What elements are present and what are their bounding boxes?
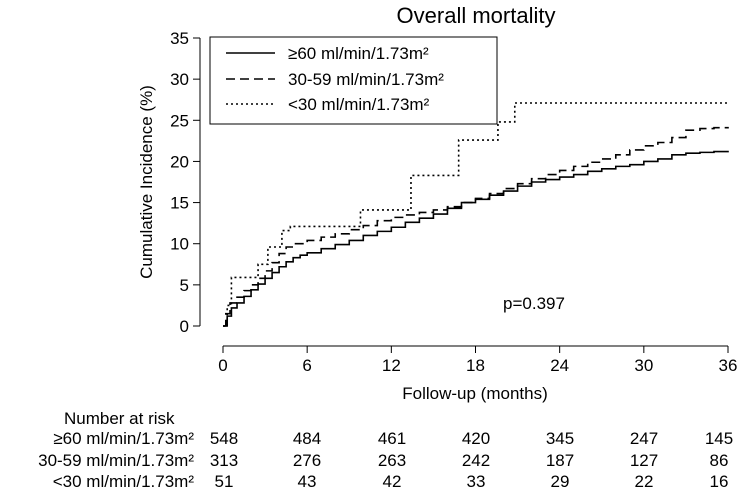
legend: ≥60 ml/min/1.73m² 30-59 ml/min/1.73m² <3… [209,36,498,125]
risk-value: 22 [634,472,654,491]
y-tick-label: 25 [170,111,189,130]
y-tick-label: 15 [170,194,189,213]
risk-value: 145 [704,429,734,448]
y-tick-label: 35 [170,29,189,48]
x-tick-label: 18 [466,356,485,375]
x-tick-label: 36 [719,356,738,375]
risk-value: 276 [292,451,322,470]
y-axis-label: Cumulative Incidence (%) [137,85,156,279]
risk-value: 263 [377,451,407,470]
y-tick-label: 0 [180,317,189,336]
y-tick-label: 5 [180,276,189,295]
risk-value: 16 [709,472,729,491]
x-tick-label: 24 [550,356,569,375]
risk-value: 247 [629,429,659,448]
risk-value: 548 [209,429,239,448]
chart: Overall mortality Cumulative Incidence (… [137,3,738,403]
risk-value: 51 [214,472,234,491]
risk-value: 86 [709,451,729,470]
series-line-dashed [223,126,729,327]
risk-value: 187 [545,451,575,470]
risk-value: 484 [292,429,322,448]
legend-label-ge60: ≥60 ml/min/1.73m² [288,44,429,63]
risk-value: 43 [297,472,317,491]
chart-title: Overall mortality [397,3,556,28]
risk-row: ≥60 ml/min/1.73m² 548 484 461 420 345 24… [0,429,750,449]
x-tick-label: 30 [634,356,653,375]
risk-value: 242 [461,451,491,470]
risk-value: 313 [209,451,239,470]
risk-value: 420 [461,429,491,448]
risk-row: 30-59 ml/min/1.73m² 313 276 263 242 187 … [0,451,750,471]
risk-value: 127 [629,451,659,470]
risk-row-label: 30-59 ml/min/1.73m² [38,451,194,470]
risk-value: 461 [377,429,407,448]
risk-row-label: <30 ml/min/1.73m² [52,472,194,491]
y-tick-label: 30 [170,70,189,89]
risk-row-label: ≥60 ml/min/1.73m² [53,429,194,448]
risk-value: 345 [545,429,575,448]
risk-row: <30 ml/min/1.73m² 51 43 42 33 29 22 16 [0,472,750,492]
legend-label-lt30: <30 ml/min/1.73m² [288,95,430,114]
y-tick-label: 20 [170,152,189,171]
p-value-annotation: p=0.397 [503,294,565,313]
legend-label-30-59: 30-59 ml/min/1.73m² [288,70,444,89]
y-tick-label: 10 [170,235,189,254]
legend-box [209,36,498,125]
x-tick-label: 0 [218,356,227,375]
x-axis-label: Follow-up (months) [402,384,548,403]
risk-value: 29 [550,472,570,491]
risk-value: 42 [382,472,402,491]
x-tick-label: 6 [302,356,311,375]
x-tick-label: 12 [382,356,401,375]
series-line-dotted [223,102,728,327]
series-line-solid [223,150,729,327]
risk-value: 33 [466,472,486,491]
risk-table-header: Number at risk [64,409,175,428]
